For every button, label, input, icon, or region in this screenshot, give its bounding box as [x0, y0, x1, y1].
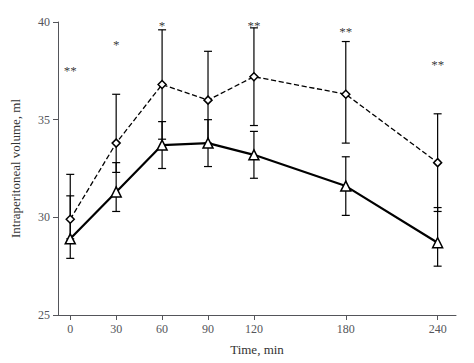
- svg-text:*: *: [113, 37, 120, 52]
- svg-text:**: **: [247, 18, 260, 33]
- svg-text:30: 30: [110, 322, 122, 336]
- svg-text:90: 90: [202, 322, 214, 336]
- svg-text:Time, min: Time, min: [230, 342, 284, 357]
- svg-text:Intraperitoneal volume, ml: Intraperitoneal volume, ml: [8, 99, 23, 238]
- svg-text:35: 35: [38, 113, 50, 127]
- svg-text:**: **: [431, 57, 444, 72]
- svg-text:0: 0: [67, 322, 73, 336]
- svg-text:60: 60: [156, 322, 168, 336]
- svg-text:40: 40: [38, 15, 50, 29]
- svg-text:180: 180: [337, 322, 355, 336]
- svg-text:*: *: [159, 18, 166, 33]
- svg-text:**: **: [339, 24, 352, 39]
- svg-text:25: 25: [38, 308, 50, 322]
- svg-text:**: **: [64, 63, 77, 78]
- svg-text:120: 120: [245, 322, 263, 336]
- svg-text:30: 30: [38, 210, 50, 224]
- svg-text:240: 240: [429, 322, 447, 336]
